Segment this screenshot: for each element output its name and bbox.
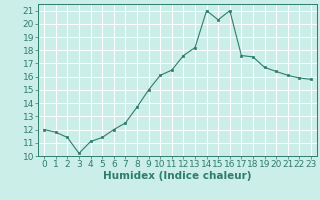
X-axis label: Humidex (Indice chaleur): Humidex (Indice chaleur) [103,171,252,181]
